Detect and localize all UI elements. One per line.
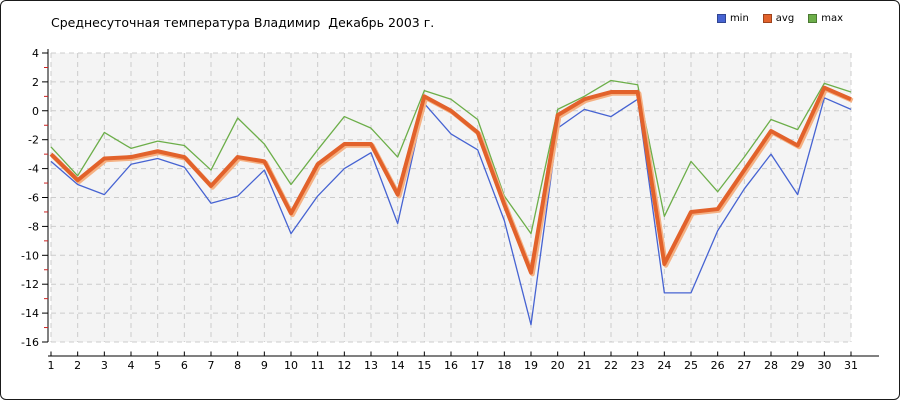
x-tick-label: 14 <box>391 359 405 372</box>
legend-item-min: min <box>716 13 749 24</box>
x-tick-label: 24 <box>657 359 671 372</box>
x-tick-label: 26 <box>711 359 725 372</box>
x-tick-label: 4 <box>128 359 135 372</box>
x-axis: 1 2 3 4 5 6 7 8 9 10 11 12 13 14 15 16 17 18 19 20 21 22 23 24 2… <box>48 351 879 372</box>
x-tick-label: 17 <box>471 359 485 372</box>
x-tick-label: 11 <box>311 359 325 372</box>
x-tick-label: 25 <box>684 359 698 372</box>
x-tick-label: 1 <box>48 359 55 372</box>
y-tick-label: -6 <box>28 192 39 205</box>
x-tick-label: 18 <box>497 359 511 372</box>
y-tick-label: -4 <box>28 163 39 176</box>
y-tick-label: -12 <box>21 278 39 291</box>
x-tick-label: 15 <box>417 359 431 372</box>
legend-swatch-avg-icon <box>762 14 772 23</box>
x-tick-label: 21 <box>577 359 591 372</box>
series-min-line <box>50 97 852 326</box>
x-tick-label: 7 <box>208 359 215 372</box>
x-tick-label: 31 <box>844 359 858 372</box>
x-tick-label: 5 <box>154 359 161 372</box>
chart-title: Среднесуточная температура Владимир Дека… <box>51 15 435 30</box>
y-tick-label: 4 <box>32 47 39 60</box>
y-tick-label: 0 <box>32 105 39 118</box>
legend-label-min: min <box>729 13 749 24</box>
x-tick-label: 2 <box>74 359 81 372</box>
y-tick-label: -14 <box>21 307 39 320</box>
x-tick-label: 29 <box>791 359 805 372</box>
series-max-line <box>50 79 852 235</box>
x-tick-label: 13 <box>364 359 378 372</box>
x-tick-label: 19 <box>524 359 538 372</box>
legend-label-max: max <box>821 13 843 24</box>
x-tick-label: 30 <box>817 359 831 372</box>
x-tick-label: 10 <box>284 359 298 372</box>
y-tick-label: -16 <box>21 336 39 349</box>
x-tick-label: 20 <box>551 359 565 372</box>
x-tick-label: 28 <box>764 359 778 372</box>
legend-label-avg: avg <box>775 13 795 24</box>
y-tick-label: 2 <box>32 76 39 89</box>
legend: min avg max <box>716 13 843 24</box>
legend-swatch-max-icon <box>808 14 818 23</box>
x-tick-label: 16 <box>444 359 458 372</box>
legend-item-avg: avg <box>762 13 795 24</box>
legend-swatch-min-icon <box>716 14 726 23</box>
x-tick-label: 8 <box>234 359 241 372</box>
y-axis: 4 2 0 -2 -4 -6 -8 -10 -12 -14 -16 <box>21 47 49 349</box>
x-tick-label: 9 <box>261 359 268 372</box>
legend-item-max: max <box>808 13 843 24</box>
x-tick-label: 22 <box>604 359 618 372</box>
x-tick-label: 3 <box>101 359 108 372</box>
x-tick-label: 27 <box>737 359 751 372</box>
series-avg-line <box>49 85 852 275</box>
x-tick-label: 6 <box>181 359 188 372</box>
x-tick-label: 23 <box>631 359 645 372</box>
y-tick-label: -2 <box>28 134 39 147</box>
x-tick-label: 12 <box>337 359 351 372</box>
y-tick-label: -8 <box>28 220 39 233</box>
y-tick-label: -10 <box>21 249 39 262</box>
